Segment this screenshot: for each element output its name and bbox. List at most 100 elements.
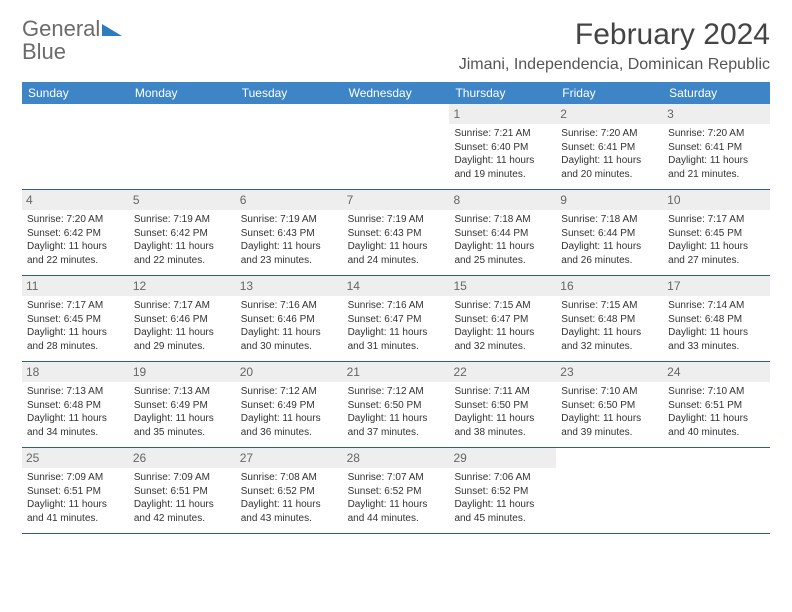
day-number: 22 (449, 362, 556, 382)
calendar-cell: 24Sunrise: 7:10 AMSunset: 6:51 PMDayligh… (663, 362, 770, 447)
daylight-text: Daylight: 11 hours and 32 minutes. (454, 326, 551, 353)
sunrise-text: Sunrise: 7:17 AM (668, 213, 765, 227)
daylight-text: Daylight: 11 hours and 29 minutes. (134, 326, 231, 353)
daylight-text: Daylight: 11 hours and 26 minutes. (561, 240, 658, 267)
month-title: February 2024 (459, 18, 770, 52)
sunrise-text: Sunrise: 7:09 AM (134, 471, 231, 485)
sunset-text: Sunset: 6:41 PM (561, 141, 658, 155)
sunrise-text: Sunrise: 7:20 AM (561, 127, 658, 141)
day-number: 15 (449, 276, 556, 296)
calendar-cell: 26Sunrise: 7:09 AMSunset: 6:51 PMDayligh… (129, 448, 236, 533)
sunset-text: Sunset: 6:43 PM (348, 227, 445, 241)
daylight-text: Daylight: 11 hours and 41 minutes. (27, 498, 124, 525)
sunrise-text: Sunrise: 7:15 AM (561, 299, 658, 313)
daylight-text: Daylight: 11 hours and 36 minutes. (241, 412, 338, 439)
day-number: 12 (129, 276, 236, 296)
calendar-cell: 3Sunrise: 7:20 AMSunset: 6:41 PMDaylight… (663, 104, 770, 189)
sunrise-text: Sunrise: 7:21 AM (454, 127, 551, 141)
daylight-text: Daylight: 11 hours and 43 minutes. (241, 498, 338, 525)
sunrise-text: Sunrise: 7:13 AM (134, 385, 231, 399)
day-number: 20 (236, 362, 343, 382)
day-number: 27 (236, 448, 343, 468)
daylight-text: Daylight: 11 hours and 20 minutes. (561, 154, 658, 181)
daylight-text: Daylight: 11 hours and 38 minutes. (454, 412, 551, 439)
daylight-text: Daylight: 11 hours and 32 minutes. (561, 326, 658, 353)
calendar-cell: 25Sunrise: 7:09 AMSunset: 6:51 PMDayligh… (22, 448, 129, 533)
calendar-row: 25Sunrise: 7:09 AMSunset: 6:51 PMDayligh… (22, 448, 770, 534)
calendar-cell: 8Sunrise: 7:18 AMSunset: 6:44 PMDaylight… (449, 190, 556, 275)
day-number: 11 (22, 276, 129, 296)
sunset-text: Sunset: 6:50 PM (454, 399, 551, 413)
day-number: 7 (343, 190, 450, 210)
day-number: 6 (236, 190, 343, 210)
day-number: 16 (556, 276, 663, 296)
calendar-cell: 22Sunrise: 7:11 AMSunset: 6:50 PMDayligh… (449, 362, 556, 447)
daylight-text: Daylight: 11 hours and 40 minutes. (668, 412, 765, 439)
weekday-header: Sunday (22, 82, 129, 104)
sunrise-text: Sunrise: 7:07 AM (348, 471, 445, 485)
calendar-cell: 5Sunrise: 7:19 AMSunset: 6:42 PMDaylight… (129, 190, 236, 275)
weekday-header: Monday (129, 82, 236, 104)
sunrise-text: Sunrise: 7:08 AM (241, 471, 338, 485)
sunrise-text: Sunrise: 7:20 AM (668, 127, 765, 141)
calendar-cell: 28 Sunrise: 7:07 AMSunset: 6:52 PMDayligh… (343, 448, 450, 533)
day-number: 26 (129, 448, 236, 468)
sunrise-text: Sunrise: 7:13 AM (27, 385, 124, 399)
calendar-header-row: Sunday Monday Tuesday Wednesday Thursday… (22, 82, 770, 104)
calendar-cell (129, 104, 236, 189)
logo-text-b: Blue (22, 39, 66, 64)
sunrise-text: Sunrise: 7:18 AM (454, 213, 551, 227)
calendar-cell: 20Sunrise: 7:12 AMSunset: 6:49 PMDayligh… (236, 362, 343, 447)
sunset-text: Sunset: 6:50 PM (561, 399, 658, 413)
sunset-text: Sunset: 6:52 PM (454, 485, 551, 499)
sunset-text: Sunset: 6:45 PM (668, 227, 765, 241)
sunset-text: Sunset: 6:40 PM (454, 141, 551, 155)
sunset-text: Sunset: 6:46 PM (241, 313, 338, 327)
day-number: 13 (236, 276, 343, 296)
daylight-text: Daylight: 11 hours and 19 minutes. (454, 154, 551, 181)
daylight-text: Daylight: 11 hours and 21 minutes. (668, 154, 765, 181)
calendar-cell: 15Sunrise: 7:15 AMSunset: 6:47 PMDayligh… (449, 276, 556, 361)
day-number: 23 (556, 362, 663, 382)
daylight-text: Daylight: 11 hours and 35 minutes. (134, 412, 231, 439)
sunset-text: Sunset: 6:44 PM (561, 227, 658, 241)
sunset-text: Sunset: 6:45 PM (27, 313, 124, 327)
daylight-text: Daylight: 11 hours and 31 minutes. (348, 326, 445, 353)
day-number: 9 (556, 190, 663, 210)
sunrise-text: Sunrise: 7:17 AM (134, 299, 231, 313)
day-number: 29 (449, 448, 556, 468)
calendar-cell (556, 448, 663, 533)
day-number: 3 (663, 104, 770, 124)
daylight-text: Daylight: 11 hours and 25 minutes. (454, 240, 551, 267)
sunrise-text: Sunrise: 7:20 AM (27, 213, 124, 227)
day-number: 4 (22, 190, 129, 210)
day-number: 14 (343, 276, 450, 296)
sunset-text: Sunset: 6:43 PM (241, 227, 338, 241)
sunset-text: Sunset: 6:52 PM (348, 485, 445, 499)
calendar-row: 4Sunrise: 7:20 AMSunset: 6:42 PMDaylight… (22, 190, 770, 276)
daylight-text: Daylight: 11 hours and 44 minutes. (348, 498, 445, 525)
sunset-text: Sunset: 6:47 PM (454, 313, 551, 327)
calendar-cell (663, 448, 770, 533)
day-number: 17 (663, 276, 770, 296)
logo-triangle-icon (102, 22, 122, 41)
day-number: 28 (343, 448, 450, 468)
calendar-cell: 12Sunrise: 7:17 AMSunset: 6:46 PMDayligh… (129, 276, 236, 361)
daylight-text: Daylight: 11 hours and 45 minutes. (454, 498, 551, 525)
calendar-row: 11Sunrise: 7:17 AMSunset: 6:45 PMDayligh… (22, 276, 770, 362)
sunset-text: Sunset: 6:48 PM (27, 399, 124, 413)
title-block: February 2024 Jimani, Independencia, Dom… (459, 18, 770, 74)
calendar-page: General Blue February 2024 Jimani, Indep… (0, 0, 792, 534)
weekday-header: Thursday (449, 82, 556, 104)
sunrise-text: Sunrise: 7:06 AM (454, 471, 551, 485)
calendar-row: 1Sunrise: 7:21 AMSunset: 6:40 PMDaylight… (22, 104, 770, 190)
weekday-header: Tuesday (236, 82, 343, 104)
day-number: 19 (129, 362, 236, 382)
weekday-header: Wednesday (343, 82, 450, 104)
sunrise-text: Sunrise: 7:17 AM (27, 299, 124, 313)
sunrise-text: Sunrise: 7:10 AM (668, 385, 765, 399)
sunrise-text: Sunrise: 7:09 AM (27, 471, 124, 485)
daylight-text: Daylight: 11 hours and 34 minutes. (27, 412, 124, 439)
daylight-text: Daylight: 11 hours and 28 minutes. (27, 326, 124, 353)
calendar-cell (22, 104, 129, 189)
